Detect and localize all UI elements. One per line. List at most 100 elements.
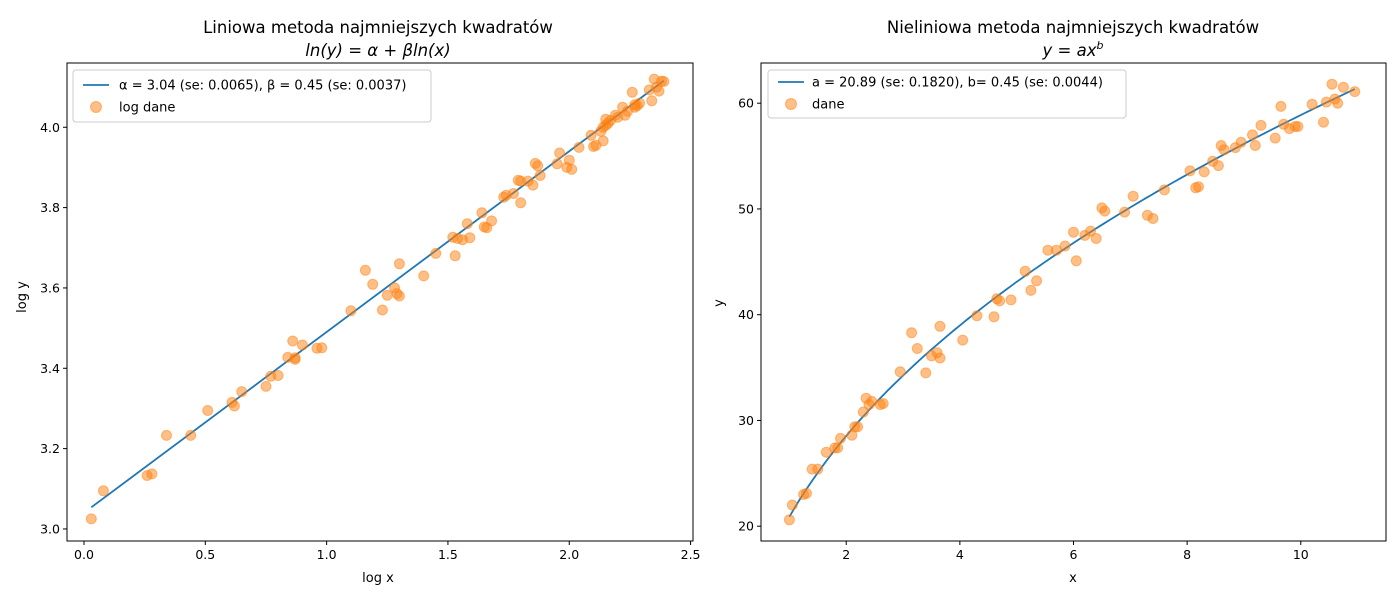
data-point [316,342,328,354]
data-point [1068,226,1079,238]
y-tick-label: 30 [738,413,754,428]
data-point [1025,284,1037,296]
x-axis-label: x [1069,571,1077,586]
data-point [812,463,824,475]
data-point [563,154,575,166]
y-tick-label: 3.8 [40,200,60,215]
chart-title: Nieliniowa metoda najmniejszych kwadrató… [887,18,1259,37]
legend-point-swatch [785,98,797,110]
data-point [236,386,248,398]
data-point [1332,97,1344,109]
axes-frame [760,62,1387,542]
data-point [393,290,405,302]
data-point [566,163,578,175]
data-point [832,442,844,454]
x-tick-label: 0.0 [74,547,94,562]
x-tick-label: 2.0 [559,547,579,562]
data-point [573,141,585,153]
data-point [1059,240,1071,252]
linear-fit-chart: Liniowa metoda najmniejszych kwadratów l… [15,18,701,586]
legend-point-swatch [90,101,102,113]
data-point [1005,294,1017,306]
y-axis-label: log y [15,281,30,313]
data-point [877,398,889,409]
legend: a = 20.89 (se: 0.1820), b= 0.45 (se: 0.0… [767,69,1127,119]
legend-line-label: α = 3.04 (se: 0.0065), β = 0.45 (se: 0.0… [119,79,406,94]
data-point [486,215,498,227]
data-point [185,429,197,441]
data-point [934,352,946,364]
data-point [202,405,214,416]
data-point [626,86,638,98]
data-point [1184,165,1196,177]
x-tick-label: 4 [956,547,964,562]
data-point [345,305,357,317]
data-point [515,197,527,209]
data-point [934,320,946,332]
fit-line [788,88,1356,518]
data-point [597,135,609,147]
data-point [585,129,597,141]
data-point [534,170,546,181]
data-point [146,468,158,480]
y-tick-label: 20 [738,519,754,534]
chart-formula: y = axb [1042,39,1104,60]
x-tick-label: 0.5 [195,547,215,562]
y-tick-label: 50 [738,201,754,216]
data-point [646,95,658,107]
y-axis-label: y [712,299,727,307]
data-point [906,327,918,339]
data-point [1337,81,1349,93]
plot-area: 2 4 6 8 10 20 30 40 50 60 [738,62,1387,562]
data-point [289,353,301,365]
y-tick-label: 40 [738,307,754,322]
data-point [1275,100,1287,112]
chart-title: Liniowa metoda najmniejszych kwadratów [203,18,553,37]
nonlinear-fit-chart: Nieliniowa metoda najmniejszych kwadrató… [712,18,1387,586]
data-point [911,343,923,354]
legend-line-label: a = 20.89 (se: 0.1820), b= 0.45 (se: 0.0… [812,76,1103,91]
data-point [1249,140,1261,151]
data-point [476,207,488,219]
data-point [464,232,476,244]
x-tick-label: 1.0 [317,547,337,562]
data-point [507,188,519,199]
data-point [1326,78,1338,90]
data-layer [85,73,670,525]
legend-frame [767,69,1127,119]
data-point [527,179,539,191]
y-tick-label: 3.6 [40,280,60,295]
x-tick-label: 8 [1183,547,1191,562]
data-point [161,429,172,441]
x-tick-label: 10 [1293,547,1309,562]
data-point [1318,116,1329,128]
data-point [1255,119,1267,131]
y-tick-label: 3.4 [40,361,60,376]
data-point [988,311,1000,323]
x-axis-label: log x [362,571,394,586]
legend: α = 3.04 (se: 0.0065), β = 0.45 (se: 0.0… [72,69,432,123]
data-point [1158,184,1170,196]
data-point [1019,265,1031,277]
x-tick-label: 2 [842,547,850,562]
data-point [1119,206,1131,218]
data-point [1099,205,1111,217]
data-point [532,160,544,172]
data-point [287,335,299,347]
data-point [1247,129,1258,141]
plot-area: 0.0 0.5 1.0 1.5 2.0 2.5 3.0 3.2 3.4 3.6 3.8 4.0 [40,62,701,562]
data-point [786,499,798,511]
data-point [820,446,832,458]
data-point [1147,213,1159,224]
data-point [393,258,405,270]
data-point [554,147,566,159]
data-point [658,76,670,87]
axes-frame [66,62,694,542]
data-point [85,513,97,525]
data-point [272,370,284,381]
data-point [857,406,869,418]
legend-frame [72,69,432,123]
data-point [894,366,906,378]
y-tick-label: 60 [738,96,754,111]
y-tick-label: 4.0 [40,120,60,135]
